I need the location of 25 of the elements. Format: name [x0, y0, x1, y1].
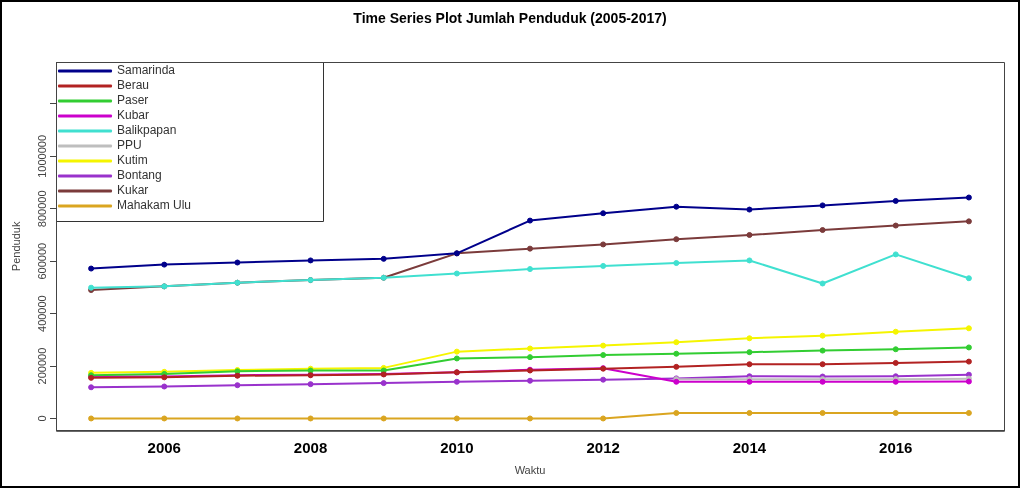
y-tick-label: 0	[35, 415, 48, 422]
legend-label: Mahakam Ulu	[117, 198, 192, 213]
legend-label: Kutim	[117, 153, 148, 168]
legend-label: Berau	[117, 78, 150, 93]
chart-title: Time Series Plot Jumlah Penduduk (2005-2017)	[352, 10, 668, 26]
x-tick-label: 2016	[879, 438, 913, 456]
legend-label: Samarinda	[117, 63, 176, 78]
x-axis-title: Waktu	[514, 464, 546, 477]
y-tick-label: 400000	[35, 295, 48, 332]
legend-label: Balikpapan	[117, 123, 177, 138]
legend-label: Kubar	[117, 108, 150, 123]
y-tick-label: 200000	[35, 347, 48, 385]
legend-label: PPU	[117, 138, 142, 153]
legend-label: Paser	[117, 93, 149, 108]
legend-label: Bontang	[117, 168, 162, 183]
y-tick-label: 1000000	[35, 134, 48, 178]
y-tick-label: 600000	[35, 242, 48, 280]
x-tick-label: 2006	[147, 438, 181, 456]
y-tick-label: 800000	[35, 190, 48, 228]
x-tick-label: 2012	[586, 438, 620, 456]
y-axis-title: Penduduk	[9, 221, 22, 272]
legend-label: Kukar	[117, 183, 149, 198]
x-tick-label: 2014	[732, 438, 767, 456]
x-tick-label: 2008	[293, 438, 328, 456]
x-tick-label: 2010	[440, 438, 474, 456]
